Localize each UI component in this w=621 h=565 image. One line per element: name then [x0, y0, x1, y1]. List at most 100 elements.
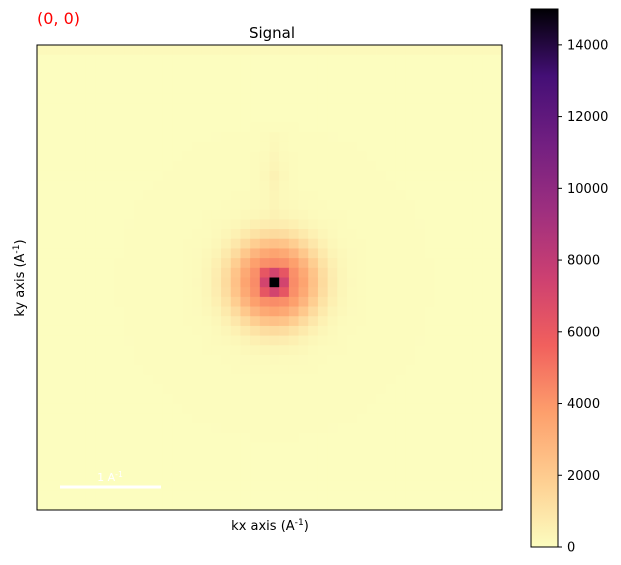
heatmap-cell [414, 345, 425, 356]
heatmap-cell [95, 442, 106, 453]
heatmap-cell [46, 170, 57, 182]
heatmap-cell [85, 170, 96, 182]
heatmap-cell [288, 296, 299, 307]
heatmap-cell [211, 161, 222, 172]
heatmap-cell [250, 325, 261, 337]
heatmap-cell [221, 141, 232, 152]
heatmap-cell [230, 490, 241, 501]
heatmap-cell [221, 54, 232, 65]
heatmap-cell [240, 335, 251, 346]
heatmap-cell [201, 161, 212, 172]
heatmap-cell [308, 374, 319, 385]
heatmap-cell [482, 413, 493, 424]
heatmap-cell [143, 432, 154, 443]
heatmap-cell [327, 393, 338, 404]
heatmap-cell [317, 461, 329, 472]
heatmap-cell [201, 219, 212, 230]
heatmap-cell [133, 248, 144, 259]
heatmap-cell [298, 384, 309, 395]
heatmap-cell [395, 64, 406, 75]
heatmap-cell [211, 258, 222, 269]
heatmap-cell [221, 364, 232, 375]
heatmap-cell [95, 132, 106, 143]
heatmap-cell [376, 471, 387, 482]
heatmap-cell [317, 490, 329, 501]
heatmap-cell [172, 170, 183, 182]
heatmap-cell [259, 170, 270, 182]
heatmap-cell [395, 335, 406, 346]
heatmap-cell [327, 325, 338, 337]
axes-frame [36, 44, 503, 511]
heatmap-cell [298, 287, 309, 298]
heatmap-cell [211, 500, 222, 511]
heatmap-cell [308, 54, 319, 65]
heatmap-cell [85, 500, 96, 511]
heatmap-cell [250, 180, 261, 191]
heatmap-cell [385, 296, 396, 307]
heatmap-cell [453, 432, 464, 443]
heatmap-cell [434, 384, 445, 395]
heatmap-cell [347, 200, 358, 211]
heatmap-cell [192, 64, 203, 75]
heatmap-cell [385, 93, 396, 104]
heatmap-cell [133, 209, 144, 220]
heatmap-cell [443, 45, 454, 56]
heatmap-cell [133, 422, 144, 433]
heatmap-cell [143, 258, 154, 269]
heatmap-cell [337, 442, 348, 453]
heatmap-cell [230, 219, 241, 230]
heatmap-cell [443, 403, 454, 414]
heatmap-cell [259, 345, 270, 356]
heatmap-cell [279, 393, 290, 404]
heatmap-cell [482, 54, 493, 65]
heatmap-cell [240, 229, 251, 240]
heatmap-cell [230, 200, 241, 211]
heatmap-cell [259, 451, 270, 462]
heatmap-cell [133, 471, 144, 482]
heatmap-cell [143, 74, 154, 85]
heatmap-cell [114, 54, 125, 65]
heatmap-cell [288, 200, 299, 211]
heatmap-cell [492, 355, 503, 366]
heatmap-cell [308, 422, 319, 433]
heatmap-cell [472, 248, 484, 259]
heatmap-cell [472, 277, 484, 288]
heatmap-cell [492, 335, 503, 346]
heatmap-cell [414, 442, 425, 453]
heatmap-cell [482, 74, 493, 85]
heatmap-cell [259, 190, 270, 201]
heatmap-cell [317, 422, 329, 433]
heatmap-cell [172, 345, 183, 356]
heatmap-cell [162, 442, 174, 453]
heatmap-cell [298, 83, 309, 94]
heatmap-cell [37, 471, 48, 482]
heatmap-cell [463, 384, 474, 395]
heatmap-cell [162, 335, 174, 346]
heatmap-cell [405, 393, 416, 404]
heatmap-cell [443, 209, 454, 220]
heatmap-cell [66, 471, 77, 482]
heatmap-cell [424, 393, 435, 404]
heatmap-cell [250, 83, 261, 94]
heatmap-cell [46, 355, 57, 366]
heatmap-cell [424, 141, 435, 152]
heatmap-cell [492, 316, 503, 327]
heatmap-cell [201, 83, 212, 94]
heatmap-cell [337, 219, 348, 230]
heatmap-cell [66, 132, 77, 143]
heatmap-cell [472, 422, 484, 433]
heatmap-cell [337, 403, 348, 414]
heatmap-cell [308, 103, 319, 114]
heatmap-cell [56, 45, 67, 56]
heatmap-cell [133, 355, 144, 366]
heatmap-cell [172, 267, 183, 278]
heatmap-cell [356, 258, 367, 269]
heatmap-cell [201, 422, 212, 433]
heatmap-cell [424, 190, 435, 201]
heatmap-cell [221, 480, 232, 492]
heatmap-cell [211, 93, 222, 104]
heatmap-cell [347, 422, 358, 433]
heatmap-cell [317, 364, 329, 375]
heatmap-cell [356, 200, 367, 211]
heatmap-cell [66, 364, 77, 375]
